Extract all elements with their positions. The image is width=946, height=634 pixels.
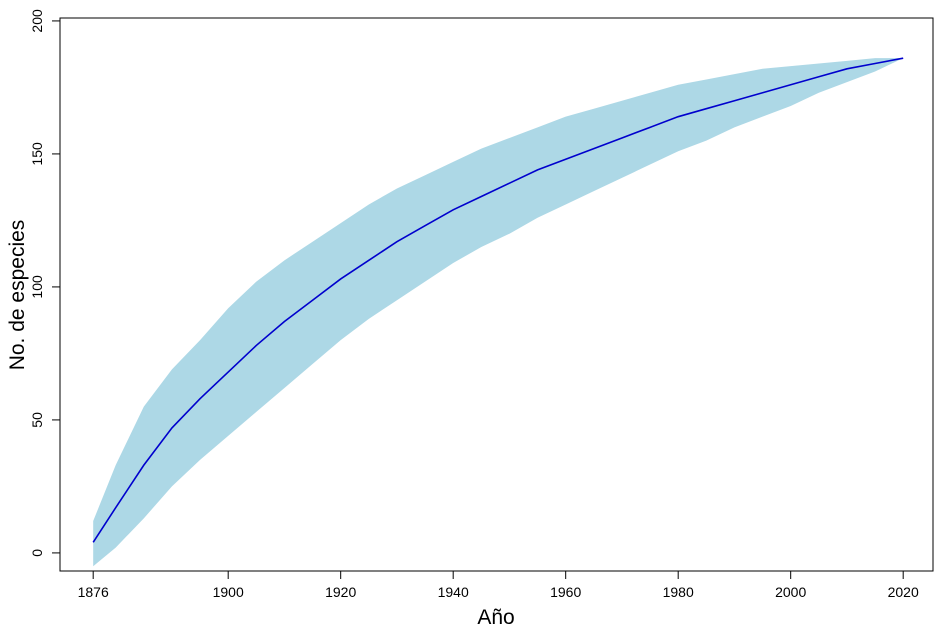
x-axis-label: Año	[477, 606, 514, 629]
y-tick-label: 200	[29, 9, 45, 33]
x-tick-label: 1940	[438, 584, 469, 600]
x-tick-label: 1960	[550, 584, 581, 600]
y-axis-label: No. de especies	[6, 220, 29, 371]
y-tick-label: 50	[29, 412, 45, 428]
y-tick-label: 150	[29, 142, 45, 166]
x-tick-label: 1876	[78, 584, 109, 600]
x-tick-label: 2000	[775, 584, 806, 600]
y-tick-label: 0	[29, 549, 45, 557]
x-tick-label: 2020	[888, 584, 919, 600]
mean-line	[92, 57, 904, 543]
confidence-band	[93, 58, 904, 567]
x-tick-label: 1980	[663, 584, 694, 600]
x-tick-label: 1900	[213, 584, 244, 600]
plot-frame	[59, 17, 934, 572]
x-tick-label: 1920	[325, 584, 356, 600]
y-tick-label: 100	[29, 275, 45, 299]
